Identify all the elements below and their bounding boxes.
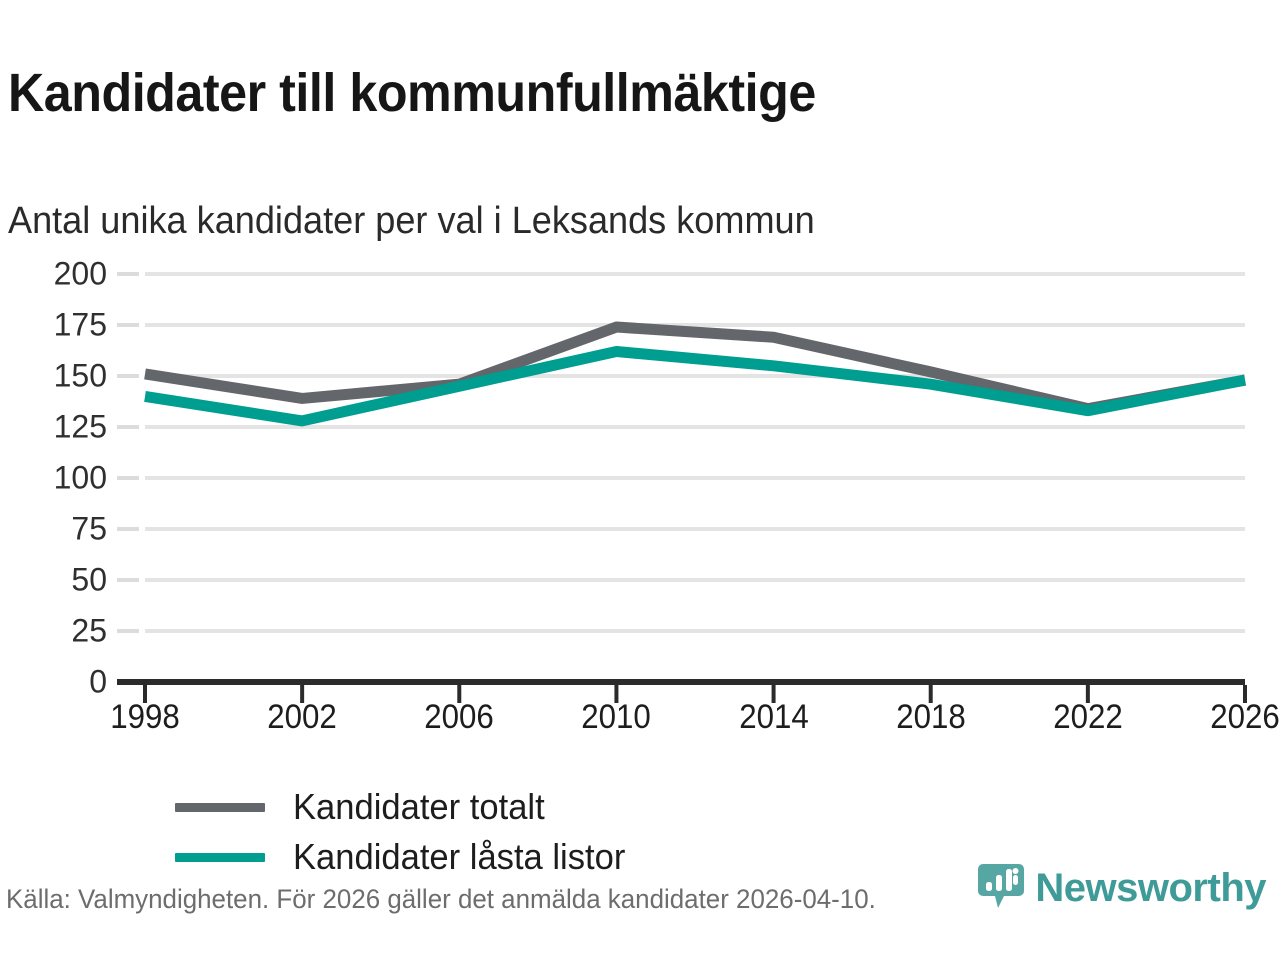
x-tick-label: 1998 (110, 698, 180, 736)
y-tick-label: 50 (71, 561, 107, 598)
x-tick-label: 2010 (581, 698, 652, 736)
plot-area (117, 272, 1247, 703)
legend-label-locked: Kandidater låsta listor (293, 836, 626, 877)
speech-bubble-bar-chart-icon (978, 864, 1025, 908)
x-tick-label: 2002 (267, 698, 337, 736)
legend-swatch-total (175, 802, 265, 812)
line-chart: 0 25 50 75 100 125 150 175 200 1998 2002 2006 2010 2… (0, 250, 1280, 878)
page-title: Kandidater till kommunfullmäktige (8, 63, 816, 124)
legend-swatch-locked (175, 852, 265, 862)
brand-name: Newsworthy (1035, 865, 1266, 910)
page-subtitle: Antal unika kandidater per val i Leksand… (8, 199, 815, 242)
source-note: Källa: Valmyndigheten. För 2026 gäller d… (6, 884, 876, 914)
legend-item-total[interactable]: Kandidater totalt (175, 782, 815, 832)
y-tick-label: 200 (53, 255, 107, 292)
series-line-locked (144, 346, 1247, 427)
legend-item-locked[interactable]: Kandidater låsta listor (175, 832, 815, 882)
y-tick-label: 150 (53, 357, 107, 394)
x-tick-label: 2014 (738, 698, 809, 736)
x-tick-label: 2006 (424, 698, 495, 736)
brand-watermark: Newsworthy (977, 862, 1266, 914)
series-line-total (144, 321, 1246, 415)
x-tick-label: 2022 (1053, 698, 1123, 736)
y-tick-label: 25 (71, 612, 107, 649)
legend-label-total: Kandidater totalt (293, 786, 545, 827)
y-tick-label: 175 (53, 306, 107, 343)
y-tick-label: 75 (71, 510, 107, 547)
x-tick-label: 2018 (895, 698, 966, 736)
x-tick-label: 2026 (1210, 698, 1280, 736)
y-tick-label: 0 (89, 663, 107, 700)
y-tick-label: 125 (53, 408, 107, 445)
y-tick-label: 100 (53, 459, 107, 496)
chart-legend: Kandidater totalt Kandidater låsta listo… (175, 782, 815, 882)
